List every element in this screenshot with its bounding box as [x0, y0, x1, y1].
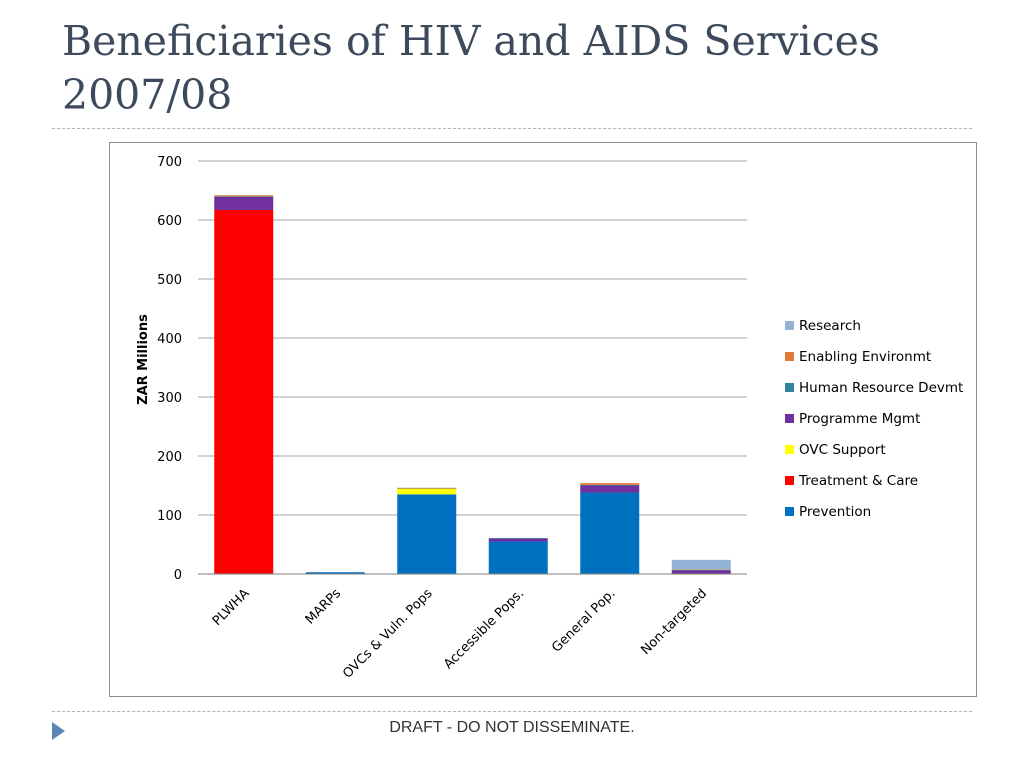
bar-segment: [397, 494, 457, 574]
legend-label: Treatment & Care: [798, 473, 918, 489]
bar-segment: [214, 195, 274, 197]
title-divider: [52, 128, 972, 129]
x-tick-label: MARPs: [303, 586, 345, 628]
stacked-bar-chart: 0 100 200 300 400 500 600 700 ZAR Millions PLWHA M…: [136, 155, 963, 682]
bar-segment: [214, 196, 274, 210]
legend-label: Research: [799, 318, 861, 334]
bar-segment: [580, 485, 640, 493]
legend-swatch: [785, 352, 794, 361]
y-tick-label: 700: [157, 155, 182, 170]
legend-swatch: [785, 321, 794, 330]
legend-label: Prevention: [799, 504, 871, 520]
legend-swatch: [785, 507, 794, 516]
y-tick-label: 500: [157, 273, 182, 288]
legend-swatch: [785, 445, 794, 454]
legend-label: Human Resource Devmt: [799, 380, 963, 396]
bar-segment: [397, 487, 457, 489]
slide-title: Beneficiaries of HIV and AIDS Services 2…: [62, 17, 880, 119]
bar-segment: [671, 569, 731, 571]
bar-segment: [671, 559, 731, 570]
y-tick-label: 400: [157, 332, 182, 347]
x-tick-label: Non-targeted: [638, 586, 710, 658]
y-tick-label: 0: [174, 568, 182, 583]
bullet-arrow-icon: [52, 722, 65, 740]
bar-segment: [580, 492, 640, 574]
y-tick-label: 600: [157, 214, 182, 229]
x-tick-label: General Pop.: [549, 586, 618, 655]
legend-label: OVC Support: [799, 442, 886, 458]
legend-swatch: [785, 383, 794, 392]
y-tick-label: 100: [157, 509, 182, 524]
bar-segment: [305, 572, 365, 574]
legend-swatch: [785, 414, 794, 423]
y-axis-label: ZAR Millions: [136, 314, 151, 405]
footer-text: DRAFT - DO NOT DISSEMINATE.: [389, 719, 635, 736]
bar-segment: [671, 569, 731, 570]
bar-segment: [488, 538, 548, 539]
x-tick-label: Accessible Pops.: [441, 586, 527, 672]
x-tick-label: PLWHA: [210, 586, 253, 629]
bar-segment: [671, 570, 731, 574]
bar-segment: [580, 484, 640, 486]
y-tick-label: 300: [157, 391, 182, 406]
bar-segment: [488, 538, 548, 542]
bar-segment: [214, 196, 274, 197]
y-tick-label: 200: [157, 450, 182, 465]
chart-frame: 0 100 200 300 400 500 600 700 ZAR Millions PLWHA M…: [109, 142, 977, 697]
bar-segment: [488, 541, 548, 574]
x-tick-label: OVCs & Vuln. Pops: [340, 586, 436, 682]
bar-segment: [397, 488, 457, 495]
footer-divider: [52, 711, 972, 712]
legend-swatch: [785, 476, 794, 485]
bar-segment: [580, 483, 640, 485]
bar-segment: [214, 209, 274, 574]
legend-label: Enabling Environmt: [799, 349, 931, 365]
legend-label: Programme Mgmt: [799, 411, 920, 427]
